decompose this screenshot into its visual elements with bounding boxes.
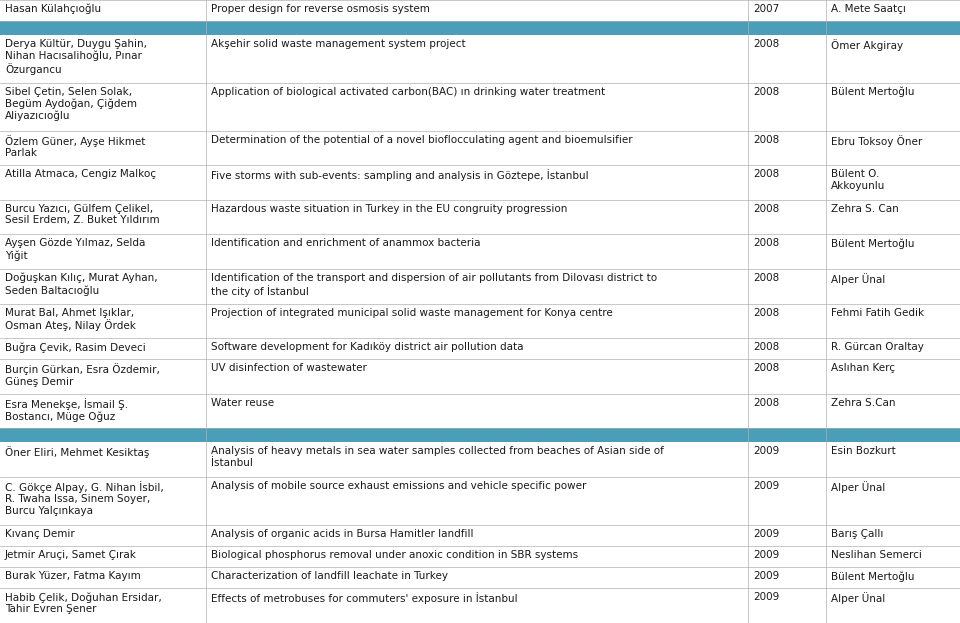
- Text: Akşehir solid waste management system project: Akşehir solid waste management system pr…: [211, 39, 466, 49]
- Text: Kıvanç Demir: Kıvanç Demir: [5, 529, 75, 539]
- Text: Aslıhan Kerç: Aslıhan Kerç: [831, 363, 895, 373]
- Text: Alper Ünal: Alper Ünal: [831, 273, 885, 285]
- Text: Barış Çallı: Barış Çallı: [831, 529, 883, 539]
- Text: UV disinfection of wastewater: UV disinfection of wastewater: [211, 363, 367, 373]
- Text: Habib Çelik, Doğuhan Ersidar,
Tahir Evren Şener: Habib Çelik, Doğuhan Ersidar, Tahir Evre…: [5, 592, 161, 614]
- Text: 2009: 2009: [753, 481, 780, 491]
- Bar: [0, 567, 960, 589]
- Text: 2007: 2007: [753, 4, 780, 14]
- Text: R. Gürcan Oraltay: R. Gürcan Oraltay: [831, 342, 924, 352]
- Text: 2008: 2008: [753, 87, 780, 97]
- Text: 2008: 2008: [753, 135, 780, 145]
- Text: 2008: 2008: [753, 239, 780, 249]
- Text: Bülent Mertoğlu: Bülent Mertoğlu: [831, 571, 915, 582]
- Text: Analysis of organic acids in Bursa Hamitler landfill: Analysis of organic acids in Bursa Hamit…: [211, 529, 473, 539]
- Text: Effects of metrobuses for commuters' exposure in İstanbul: Effects of metrobuses for commuters' exp…: [211, 592, 517, 604]
- Text: Neslihan Semerci: Neslihan Semerci: [831, 550, 922, 560]
- Text: Analysis of heavy metals in sea water samples collected from beaches of Asian si: Analysis of heavy metals in sea water sa…: [211, 446, 664, 468]
- Text: Application of biological activated carbon(BAC) ın drinking water treatment: Application of biological activated carb…: [211, 87, 605, 97]
- Text: Fehmi Fatih Gedik: Fehmi Fatih Gedik: [831, 308, 924, 318]
- Text: Hasan Külahçıoğlu: Hasan Külahçıoğlu: [5, 4, 101, 14]
- Text: A. Mete Saatçı: A. Mete Saatçı: [831, 4, 906, 14]
- Bar: [0, 165, 960, 200]
- Text: 2008: 2008: [753, 308, 780, 318]
- Bar: [0, 394, 960, 429]
- Text: 2009: 2009: [753, 529, 780, 539]
- Bar: [0, 338, 960, 359]
- Bar: [0, 589, 960, 623]
- Text: 2009: 2009: [753, 446, 780, 456]
- Text: 2008: 2008: [753, 363, 780, 373]
- Text: Burcu Yazıcı, Gülfem Çelikel,
Sesil Erdem, Z. Buket Yıldırım: Burcu Yazıcı, Gülfem Çelikel, Sesil Erde…: [5, 204, 159, 226]
- Text: Ayşen Gözde Yılmaz, Selda
Yiğit: Ayşen Gözde Yılmaz, Selda Yiğit: [5, 239, 145, 260]
- Text: 2008: 2008: [753, 204, 780, 214]
- Text: Identification and enrichment of anammox bacteria: Identification and enrichment of anammox…: [211, 239, 481, 249]
- Text: Biological phosphorus removal under anoxic condition in SBR systems: Biological phosphorus removal under anox…: [211, 550, 578, 560]
- Text: 2008: 2008: [753, 273, 780, 283]
- Text: Alper Ünal: Alper Ünal: [831, 481, 885, 493]
- Text: Burak Yüzer, Fatma Kayım: Burak Yüzer, Fatma Kayım: [5, 571, 141, 581]
- Text: Determination of the potential of a novel bioflocculating agent and bioemulsifie: Determination of the potential of a nove…: [211, 135, 633, 145]
- Text: Burçin Gürkan, Esra Özdemir,
Güneş Demir: Burçin Gürkan, Esra Özdemir, Güneş Demir: [5, 363, 160, 387]
- Text: Özlem Güner, Ayşe Hikmet
Parlak: Özlem Güner, Ayşe Hikmet Parlak: [5, 135, 145, 158]
- Text: Buğra Çevik, Rasim Deveci: Buğra Çevik, Rasim Deveci: [5, 342, 146, 353]
- Bar: [0, 477, 960, 525]
- Text: Jetmir Aruçi, Samet Çırak: Jetmir Aruçi, Samet Çırak: [5, 550, 137, 560]
- Text: Bülent Mertoğlu: Bülent Mertoğlu: [831, 239, 915, 249]
- Text: 2008: 2008: [753, 169, 780, 179]
- Text: Ebru Toksoy Öner: Ebru Toksoy Öner: [831, 135, 923, 146]
- Bar: [0, 21, 960, 35]
- Text: 2008: 2008: [753, 39, 780, 49]
- Bar: [0, 359, 960, 394]
- Text: Water reuse: Water reuse: [211, 398, 275, 408]
- Text: Murat Bal, Ahmet Işıklar,
Osman Ateş, Nilay Ördek: Murat Bal, Ahmet Işıklar, Osman Ateş, Ni…: [5, 308, 136, 331]
- Bar: [0, 546, 960, 567]
- Text: Atilla Atmaca, Cengiz Malkoç: Atilla Atmaca, Cengiz Malkoç: [5, 169, 156, 179]
- Text: 2009: 2009: [753, 550, 780, 560]
- Text: 2008: 2008: [753, 342, 780, 352]
- Text: Bülent Mertoğlu: Bülent Mertoğlu: [831, 87, 915, 97]
- Bar: [0, 429, 960, 442]
- Text: Derya Kültür, Duygu Şahin,
Nihan Hacısalihoğlu, Pınar
Özurgancu: Derya Kültür, Duygu Şahin, Nihan Hacısal…: [5, 39, 147, 75]
- Text: Doğuşkan Kılıç, Murat Ayhan,
Seden Baltacıoğlu: Doğuşkan Kılıç, Murat Ayhan, Seden Balta…: [5, 273, 157, 296]
- Bar: [0, 269, 960, 303]
- Text: Öner Eliri, Mehmet Kesiktaş: Öner Eliri, Mehmet Kesiktaş: [5, 446, 150, 458]
- Text: Ömer Akgiray: Ömer Akgiray: [831, 39, 903, 51]
- Text: Projection of integrated municipal solid waste management for Konya centre: Projection of integrated municipal solid…: [211, 308, 612, 318]
- Bar: [0, 442, 960, 477]
- Bar: [0, 303, 960, 338]
- Text: Bülent O.
Akkoyunlu: Bülent O. Akkoyunlu: [831, 169, 885, 191]
- Text: Esin Bozkurt: Esin Bozkurt: [831, 446, 896, 456]
- Text: Identification of the transport and dispersion of air pollutants from Dilovası d: Identification of the transport and disp…: [211, 273, 658, 297]
- Bar: [0, 0, 960, 21]
- Bar: [0, 200, 960, 234]
- Text: Esra Menekşe, İsmail Ş.
Bostancı, Müge Oğuz: Esra Menekşe, İsmail Ş. Bostancı, Müge O…: [5, 398, 128, 422]
- Text: C. Gökçe Alpay, G. Nihan İsbil,
R. Twaha Issa, Sinem Soyer,
Burcu Yalçınkaya: C. Gökçe Alpay, G. Nihan İsbil, R. Twaha…: [5, 481, 164, 516]
- Text: Zehra S.Can: Zehra S.Can: [831, 398, 896, 408]
- Text: 2009: 2009: [753, 571, 780, 581]
- Bar: [0, 35, 960, 83]
- Text: Alper Ünal: Alper Ünal: [831, 592, 885, 604]
- Bar: [0, 131, 960, 165]
- Text: 2008: 2008: [753, 398, 780, 408]
- Text: Hazardous waste situation in Turkey in the EU congruity progression: Hazardous waste situation in Turkey in t…: [211, 204, 567, 214]
- Text: Sibel Çetin, Selen Solak,
Begüm Aydoğan, Çiğdem
Aliyazıcıoğlu: Sibel Çetin, Selen Solak, Begüm Aydoğan,…: [5, 87, 137, 121]
- Bar: [0, 525, 960, 546]
- Text: Characterization of landfill leachate in Turkey: Characterization of landfill leachate in…: [211, 571, 448, 581]
- Bar: [0, 83, 960, 131]
- Text: Analysis of mobile source exhaust emissions and vehicle specific power: Analysis of mobile source exhaust emissi…: [211, 481, 587, 491]
- Text: Five storms with sub-events: sampling and analysis in Göztepe, İstanbul: Five storms with sub-events: sampling an…: [211, 169, 588, 181]
- Text: Software development for Kadıköy district air pollution data: Software development for Kadıköy distric…: [211, 342, 523, 352]
- Bar: [0, 234, 960, 269]
- Text: 2009: 2009: [753, 592, 780, 602]
- Text: Proper design for reverse osmosis system: Proper design for reverse osmosis system: [211, 4, 430, 14]
- Text: Zehra S. Can: Zehra S. Can: [831, 204, 899, 214]
